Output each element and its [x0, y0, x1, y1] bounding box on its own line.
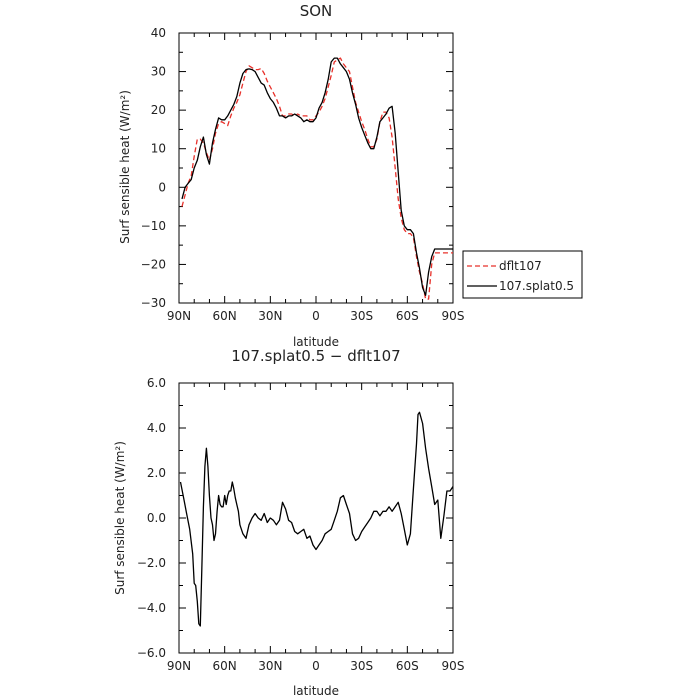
top-y-tick-label: 40: [151, 26, 166, 40]
bottom-y-tick-label: 4.0: [147, 421, 166, 435]
top-x-tick-label: 90S: [442, 309, 465, 323]
top-y-tick-label: −10: [141, 219, 166, 233]
top-panel: SON 90N 60N 30N 0 30S 60S 90S −30 −20 −10 0 10 20 30 4…: [118, 2, 583, 349]
top-x-axis-label: latitude: [293, 335, 339, 349]
top-plot-frame: [178, 32, 454, 304]
legend-box: [462, 250, 583, 299]
bottom-chart-title: 107.splat0.5 − dflt107: [231, 347, 400, 365]
bottom-x-tick-label: 30N: [258, 659, 282, 673]
top-series-107-splat0-5: [181, 57, 453, 296]
bottom-x-axis-label: latitude: [293, 684, 339, 698]
bottom-y-tick-label: −4.0: [137, 601, 166, 615]
bottom-y-tick-label: 6.0: [147, 376, 166, 390]
legend-label-dflt107: dflt107: [499, 259, 542, 273]
top-x-tick-label: 0: [312, 309, 320, 323]
bottom-y-tick-label: 2.0: [147, 466, 166, 480]
top-y-tick-label: −30: [141, 296, 166, 310]
top-y-tick-label: 0: [158, 180, 166, 194]
top-x-tick-label: 30S: [350, 309, 373, 323]
bottom-x-tick-label: 30S: [350, 659, 373, 673]
bottom-x-tick-label: 0: [312, 659, 320, 673]
top-x-tick-label: 90N: [167, 309, 191, 323]
bottom-y-axis-label: Surf sensible heat (W/m²): [113, 441, 127, 595]
bottom-y-tick-label: −2.0: [137, 556, 166, 570]
bottom-x-tick-label: 60S: [396, 659, 419, 673]
bottom-y-tick-label: −6.0: [137, 646, 166, 660]
bottom-x-tick-label: 60N: [213, 659, 237, 673]
top-chart-title: SON: [300, 2, 333, 20]
bottom-y-tick-label: 0.0: [147, 511, 166, 525]
top-y-axis-label: Surf sensible heat (W/m²): [118, 90, 132, 244]
top-series-dflt107: [181, 57, 453, 300]
top-y-tick-label: −20: [141, 257, 166, 271]
legend: dflt107 107.splat0.5: [462, 250, 583, 299]
top-y-tick-label: 20: [151, 103, 166, 117]
top-x-tick-label: 30N: [258, 309, 282, 323]
top-y-tick-label: 10: [151, 142, 166, 156]
top-x-tick-label: 60S: [396, 309, 419, 323]
bottom-plot-area: 90N 60N 30N 0 30S 60S 90S −6.0 −4.0 −2.0 0.0 2.0 4.0…: [137, 376, 465, 673]
top-x-tick-label: 60N: [213, 309, 237, 323]
top-y-tick-label: 30: [151, 65, 166, 79]
bottom-x-tick-label: 90N: [167, 659, 191, 673]
bottom-series-difference: [179, 411, 454, 627]
top-plot-area: 90N 60N 30N 0 30S 60S 90S −30 −20 −10 0 10 20 30 40: [141, 26, 465, 323]
bottom-x-tick-label: 90S: [442, 659, 465, 673]
bottom-panel: 107.splat0.5 − dflt107 90N 60N 30N 0 30S 60S 9…: [113, 347, 464, 698]
legend-label-splat: 107.splat0.5: [499, 279, 574, 293]
